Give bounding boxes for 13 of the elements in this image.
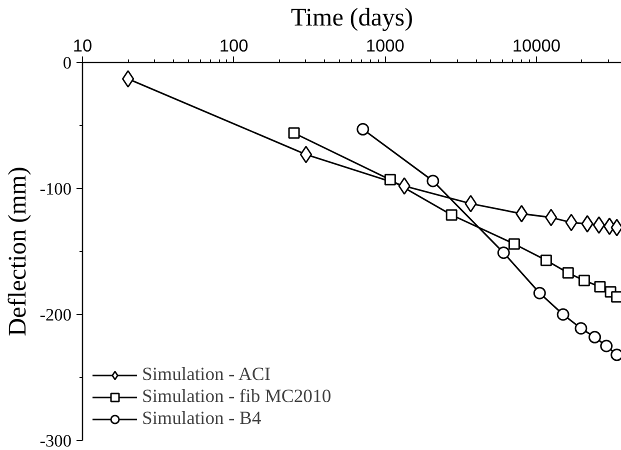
y-tick-label: -100 <box>40 180 72 198</box>
x-tick-label: 1000 <box>366 36 404 56</box>
y-tick-label: -300 <box>40 432 72 450</box>
y-tick-label: 0 <box>62 54 72 72</box>
y-axis-title: Deflection (mm) <box>4 166 32 336</box>
x-tick-label: 10 <box>72 36 92 56</box>
x-tick-label: 10000 <box>512 36 561 56</box>
legend-label: Simulation - B4 <box>142 408 262 430</box>
legend-label: Simulation - fib MC2010 <box>142 386 332 408</box>
y-tick-label: -200 <box>40 306 72 324</box>
legend-label: Simulation - ACI <box>142 364 271 386</box>
x-tick-label: 100 <box>219 36 248 56</box>
x-axis-title: Time (days) <box>290 4 414 32</box>
